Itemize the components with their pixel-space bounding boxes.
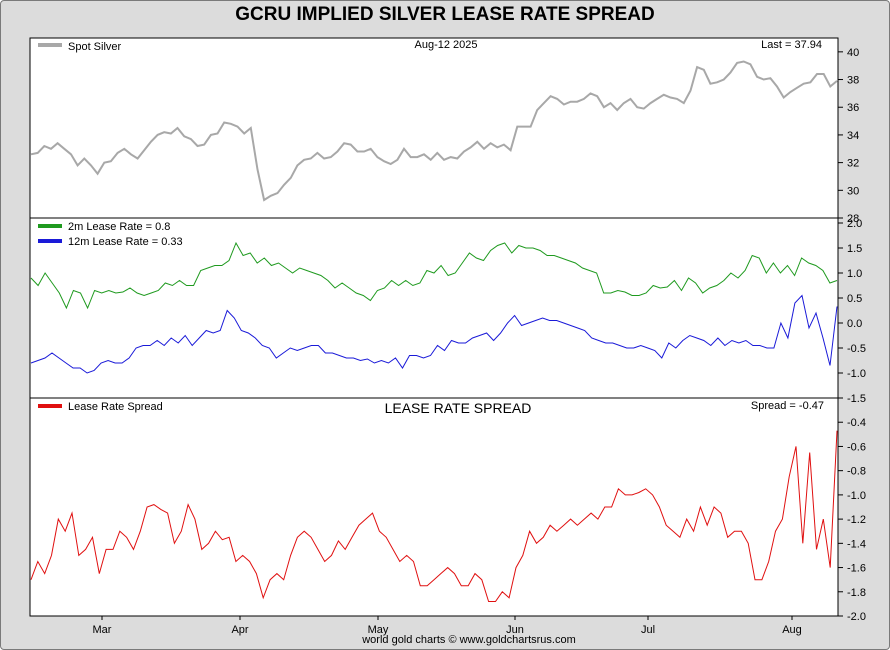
y-tick-label: -0.6: [847, 441, 866, 453]
footer-credit: world gold charts © www.goldchartsrus.co…: [362, 634, 576, 646]
y-tick-label: 0.0: [847, 318, 862, 330]
y-tick-label: 32: [847, 158, 859, 170]
lease-12m-legend-label: 12m Lease Rate = 0.33: [68, 236, 183, 248]
spot-legend-label: Spot Silver: [68, 41, 122, 53]
y-tick-label: -1.6: [847, 563, 866, 575]
y-tick-label: 28: [847, 213, 859, 225]
page-title: GCRU IMPLIED SILVER LEASE RATE SPREAD: [235, 4, 655, 25]
y-tick-label: 36: [847, 102, 859, 114]
x-tick-label-mar: Mar: [93, 624, 112, 636]
y-tick-label: -1.4: [847, 538, 866, 550]
spread-legend-label: Lease Rate Spread: [68, 401, 163, 413]
lease-y-axis: -1.5 -1.0 -0.5 0.0 0.5 1.0 1.5 2.0: [838, 218, 866, 405]
y-tick-label: -2.0: [847, 611, 866, 623]
x-axis: Mar Apr May Jun Jul Aug: [93, 616, 802, 636]
y-tick-label: 0.5: [847, 293, 862, 305]
lease-2m-legend-label: 2m Lease Rate = 0.8: [68, 221, 170, 233]
spot-silver-line: [30, 60, 838, 202]
y-tick-label: -1.0: [847, 490, 866, 502]
x-tick-label-may: May: [368, 624, 389, 636]
date-label: Aug-12 2025: [415, 39, 478, 51]
x-tick-label-aug: Aug: [782, 624, 802, 636]
y-tick-label: 40: [847, 47, 859, 59]
spot-y-axis: 28 30 32 34 36 38 40: [838, 47, 859, 225]
y-tick-label: 38: [847, 75, 859, 87]
lease-2m-legend-swatch: [38, 224, 62, 228]
spot-last-label: Last = 37.94: [761, 39, 822, 51]
spot-legend-swatch: [38, 43, 62, 47]
lease-2m-line: [30, 241, 838, 310]
x-tick-label-jun: Jun: [506, 624, 524, 636]
y-tick-label: -0.8: [847, 466, 866, 478]
x-tick-label-apr: Apr: [231, 624, 248, 636]
y-tick-label: -1.5: [847, 393, 866, 405]
y-tick-label: -1.2: [847, 514, 866, 526]
y-tick-label: -1.8: [847, 587, 866, 599]
lease-12m-line: [30, 294, 838, 374]
y-tick-label: 1.5: [847, 243, 862, 255]
y-tick-label: 34: [847, 130, 859, 142]
lease-12m-legend-swatch: [38, 239, 62, 243]
y-tick-label: -1.0: [847, 368, 866, 380]
spread-last-label: Spread = -0.47: [751, 400, 824, 412]
y-tick-label: 30: [847, 185, 859, 197]
spread-panel-title: LEASE RATE SPREAD: [385, 400, 532, 416]
plot-area: [29, 37, 839, 617]
y-tick-label: 1.0: [847, 268, 862, 280]
y-tick-label: 2.0: [847, 218, 862, 230]
x-tick-label-jul: Jul: [641, 624, 655, 636]
y-tick-label: -0.5: [847, 343, 866, 355]
spread-line: [30, 430, 838, 602]
spread-y-axis: -2.0 -1.8 -1.6 -1.4 -1.2 -1.0 -0.8 -0.6 -0.4: [838, 417, 866, 623]
spread-legend-swatch: [38, 404, 62, 408]
y-tick-label: -0.4: [847, 417, 866, 429]
